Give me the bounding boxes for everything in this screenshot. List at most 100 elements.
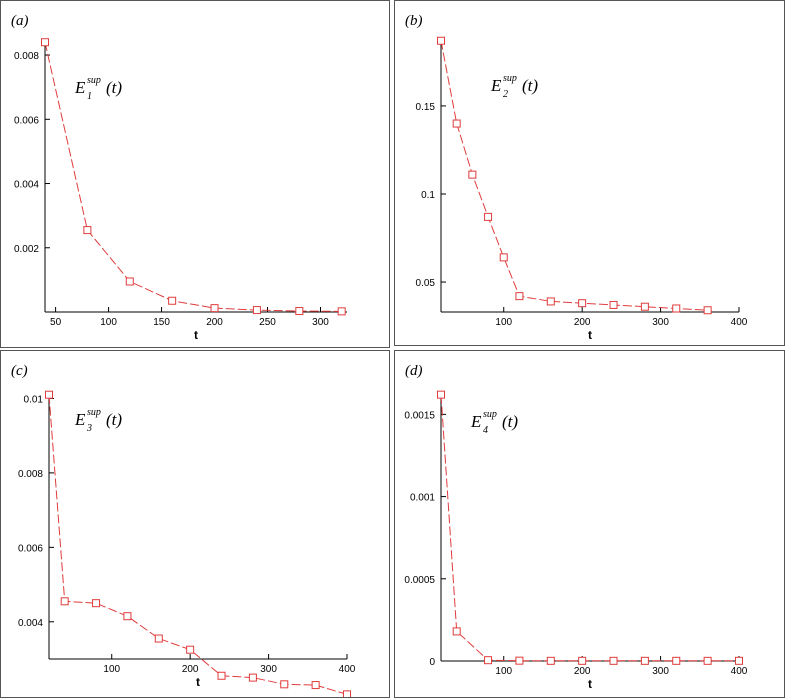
data-point-marker — [515, 656, 524, 665]
data-point-marker — [154, 634, 163, 643]
annotation-subscript: 2 — [503, 89, 508, 100]
data-point-marker — [311, 681, 320, 690]
series-line-a — [44, 42, 342, 312]
data-point-marker — [578, 656, 587, 665]
data-point-marker — [452, 119, 461, 128]
data-point-marker — [484, 656, 493, 665]
x-axis-title-a: t — [194, 328, 198, 342]
data-point-marker — [168, 296, 177, 305]
y-tick-label: 0.006 — [14, 115, 39, 126]
data-point-marker — [337, 307, 346, 316]
x-tick-label: 300 — [260, 664, 277, 675]
data-point-marker — [672, 656, 681, 665]
x-tick-label: 400 — [731, 317, 748, 328]
y-tick-label: 0.0005 — [404, 575, 435, 586]
y-tick-label: 0.001 — [410, 493, 435, 504]
y-tick-label: 0.006 — [18, 543, 43, 554]
data-point-marker — [252, 306, 261, 315]
data-point-marker — [280, 680, 289, 689]
data-point-marker — [92, 599, 101, 608]
y-tick-label: 0.15 — [416, 102, 436, 113]
data-point-marker — [515, 292, 524, 301]
annotation-superscript: sup — [87, 407, 101, 418]
data-point-marker — [437, 390, 445, 399]
x-tick-label: 300 — [652, 317, 669, 328]
x-tick-label: 100 — [495, 317, 512, 328]
x-tick-label: 400 — [731, 666, 748, 677]
x-tick-label: 100 — [103, 664, 120, 675]
x-tick-label: 50 — [50, 317, 62, 328]
data-point-marker — [248, 673, 257, 682]
panel-label-a: (a) — [11, 13, 29, 29]
series-line-c — [48, 394, 348, 695]
data-point-marker — [60, 597, 69, 606]
data-point-marker — [437, 36, 445, 45]
data-point-marker — [468, 170, 477, 179]
data-point-marker — [125, 277, 134, 286]
data-point-marker — [45, 390, 53, 399]
data-point-marker — [343, 690, 351, 697]
data-point-marker — [452, 627, 461, 636]
annotation-superscript: sup — [503, 73, 517, 84]
x-tick-label: 400 — [339, 664, 356, 675]
annotation-subscript: 3 — [86, 423, 92, 434]
data-point-marker — [640, 656, 649, 665]
x-tick-label: 200 — [574, 666, 591, 677]
annotation-base: E — [74, 410, 86, 429]
annotation-base: E — [490, 76, 502, 95]
y-tick-label: 0.01 — [24, 394, 44, 405]
data-point-marker — [41, 38, 49, 47]
x-axis-title-b: t — [588, 328, 592, 342]
data-point-marker — [735, 656, 743, 665]
y-tick-label: 0.002 — [14, 244, 39, 255]
data-point-marker — [546, 656, 555, 665]
data-point-marker — [546, 297, 555, 306]
chart-panel-a: 50 100 150 200 250 300 0.002 0.004 0.006 0.008 t (a… — [0, 0, 390, 348]
x-tick-label: 200 — [206, 317, 223, 328]
chart-svg-d: 100 200 300 400 0 0.0005 0.001 0.0015 t (d) E sup 4 (… — [404, 363, 748, 691]
x-tick-label: 150 — [153, 317, 170, 328]
data-point-marker — [484, 212, 493, 221]
data-point-marker — [123, 612, 132, 621]
x-tick-label: 200 — [574, 317, 591, 328]
data-point-marker — [672, 304, 681, 313]
chart-svg-b: 100 200 300 400 0.05 0.1 0.15 t (b) E sup 2 (t) — [405, 13, 748, 342]
data-point-marker — [640, 302, 649, 311]
panel-label-c: (c) — [11, 363, 28, 379]
annotation-superscript: sup — [87, 75, 101, 86]
y-tick-label: 0.1 — [421, 190, 435, 201]
data-point-marker — [186, 645, 195, 654]
data-point-marker — [210, 304, 219, 313]
annotation-subscript: 1 — [87, 91, 92, 102]
annotation-argument: (t) — [106, 78, 122, 97]
annotation-base: E — [470, 412, 482, 431]
x-tick-label: 100 — [100, 317, 117, 328]
x-tick-label: 300 — [312, 317, 329, 328]
y-tick-label: 0.008 — [18, 469, 43, 480]
x-tick-label: 200 — [182, 664, 199, 675]
y-tick-label: 0.008 — [14, 51, 39, 62]
series-line-b — [440, 40, 708, 311]
annotation-argument: (t) — [502, 412, 518, 431]
chart-svg-a: 50 100 150 200 250 300 0.002 0.004 0.006 0.008 t (a… — [11, 13, 347, 342]
x-tick-label: 300 — [652, 666, 669, 677]
data-point-marker — [609, 656, 618, 665]
y-tick-label: 0.004 — [18, 618, 43, 629]
data-point-marker — [499, 253, 508, 262]
x-tick-label: 100 — [495, 666, 512, 677]
data-point-marker — [703, 306, 712, 315]
annotation-argument: (t) — [522, 76, 538, 95]
panel-label-d: (d) — [405, 363, 423, 379]
x-axis-title-c: t — [196, 675, 200, 689]
chart-svg-c: 100 200 300 400 0.004 0.006 0.008 0.01 t (c) E sup 3… — [11, 363, 356, 697]
data-point-marker — [83, 226, 92, 235]
annotation-superscript: sup — [483, 409, 497, 420]
data-point-marker — [578, 299, 587, 308]
data-point-marker — [217, 671, 226, 680]
